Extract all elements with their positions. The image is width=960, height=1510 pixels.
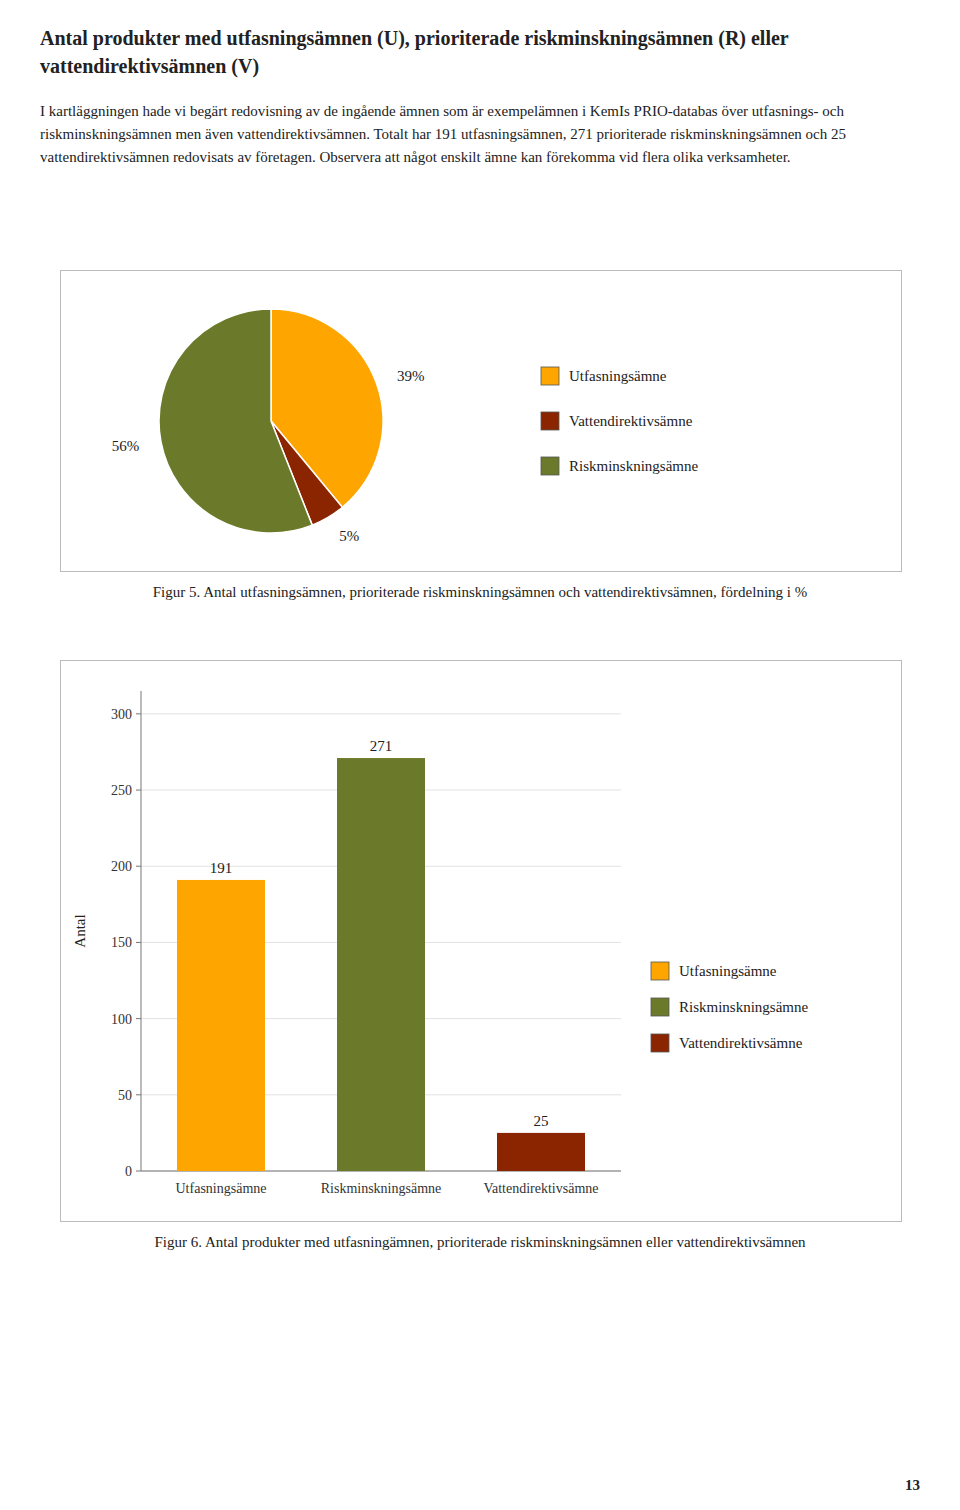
legend-label: Utfasningsämne — [569, 368, 667, 384]
legend-label: Riskminskningsämne — [569, 458, 699, 474]
legend: Utfasningsämne Riskminskningsämne Vattendi… — [651, 962, 809, 1052]
tick-mark — [136, 1171, 141, 1172]
legend-label: Utfasningsämne — [679, 963, 777, 979]
tick-label: Vattendirektivsämne — [483, 1181, 598, 1196]
tick-mark — [136, 1018, 141, 1019]
tick-label: 250 — [111, 783, 132, 798]
chart-box: 0 50 100 150 200 250 300 Antal 191 Utfasningsämne… — [60, 660, 902, 1222]
chart-caption: Figur 6. Antal produkter med utfasningäm… — [40, 1232, 920, 1253]
tick-mark — [136, 790, 141, 791]
tick-mark — [136, 1094, 141, 1095]
legend: Utfasningsämne Vattendirektivsämne Riskmin… — [541, 367, 699, 475]
legend-swatch — [541, 367, 559, 385]
labels: 191 Utfasningsämne 271 Riskminskningsämne 25… — [176, 738, 599, 1196]
bar-chart: 0 50 100 150 200 250 300 Antal 191 Utfasningsämne… — [61, 661, 901, 1221]
tick-mark — [136, 942, 141, 943]
legend-swatch — [541, 457, 559, 475]
legend-label: Riskminskningsämne — [679, 999, 809, 1015]
bar — [177, 880, 265, 1171]
chart-box: 39% 5% 56% Utfasningsämne Vattendirektivsämn… — [60, 270, 902, 572]
data-label: 39% — [397, 368, 425, 384]
page-number: 13 — [905, 1477, 920, 1494]
axis-line — [141, 691, 142, 1171]
data-label: 25 — [534, 1113, 549, 1129]
page-title: Antal produkter med utfasningsämnen (U),… — [40, 24, 900, 80]
tick-label: 50 — [118, 1088, 132, 1103]
bar — [497, 1133, 585, 1171]
tick-label: Riskminskningsämne — [321, 1181, 442, 1196]
tick-label: 300 — [111, 707, 132, 722]
pie — [159, 309, 383, 533]
chart-caption: Figur 5. Antal utfasningsämnen, priorite… — [40, 582, 920, 603]
data-label: 271 — [370, 738, 393, 754]
bar — [337, 758, 425, 1171]
tick-label: 150 — [111, 935, 132, 950]
tick-mark — [136, 713, 141, 714]
tick-label: 100 — [111, 1012, 132, 1027]
legend-swatch — [651, 1034, 669, 1052]
data-label: 191 — [210, 860, 233, 876]
data-label: 56% — [112, 438, 140, 454]
tick-label: 0 — [125, 1164, 132, 1179]
axis-label: Antal — [72, 914, 88, 947]
tick-mark — [136, 866, 141, 867]
data-label: 5% — [339, 528, 359, 544]
legend-swatch — [651, 998, 669, 1016]
legend-swatch — [651, 962, 669, 980]
body-text: I kartläggningen hade vi begärt redovisn… — [40, 100, 900, 169]
page: Antal produkter med utfasningsämnen (U),… — [0, 0, 960, 1510]
legend-swatch — [541, 412, 559, 430]
tick-label: 200 — [111, 859, 132, 874]
bars — [177, 758, 585, 1171]
tick-label: Utfasningsämne — [176, 1181, 267, 1196]
y-axis: 0 50 100 150 200 250 300 — [111, 691, 621, 1179]
pie-slice — [159, 309, 312, 533]
legend-label: Vattendirektivsämne — [679, 1035, 803, 1051]
grid-line — [141, 713, 621, 714]
legend-label: Vattendirektivsämne — [569, 413, 693, 429]
pie-chart: 39% 5% 56% Utfasningsämne Vattendirektivsämn… — [61, 271, 901, 571]
